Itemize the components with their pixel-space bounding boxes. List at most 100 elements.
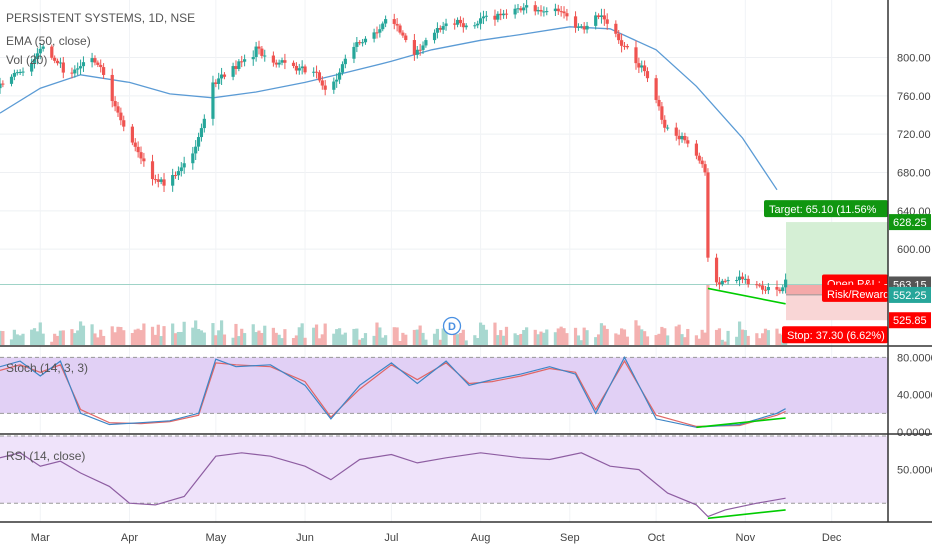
candle-body (735, 280, 739, 282)
risk-reward-label[interactable]: Risk/Reward (827, 289, 889, 301)
volume-bar (775, 328, 779, 345)
ema-line (0, 26, 778, 191)
candle-body (504, 13, 509, 15)
candle-body (484, 15, 488, 17)
volume-bar (381, 337, 385, 345)
candle-body (438, 28, 442, 30)
volume-bar (130, 333, 134, 345)
candle-body (645, 71, 650, 79)
stoch-legend[interactable]: Stoch (14, 3, 3) (6, 361, 88, 375)
candle-body (634, 47, 638, 64)
volume-bar (219, 320, 224, 345)
volume-bar (654, 335, 658, 345)
candle-body (21, 71, 25, 73)
candle-body (677, 135, 681, 140)
volume-bar (573, 327, 578, 345)
candle-body (139, 152, 143, 159)
candle-body (596, 15, 601, 18)
volume-bar (113, 332, 117, 345)
candle-body (260, 48, 264, 56)
volume-bar (142, 323, 146, 345)
volume-bar (478, 322, 483, 345)
candle-body (363, 38, 368, 43)
candle-body (116, 106, 120, 113)
candle-body (381, 23, 385, 30)
stoch-trendline[interactable] (696, 417, 786, 429)
candle-body (343, 58, 347, 65)
candle-body (15, 72, 19, 74)
candle-body (372, 32, 376, 39)
candle-body (219, 74, 224, 79)
volume-bar (214, 335, 218, 345)
candle-body (133, 142, 137, 147)
month-tick-label: Jul (384, 532, 398, 544)
rsi-axis[interactable]: 50.0000 (897, 465, 932, 477)
position-tool[interactable] (786, 222, 888, 321)
volume-bar (683, 337, 687, 345)
candle-body (493, 15, 497, 20)
volume-bar (96, 337, 100, 345)
candle-body (162, 179, 166, 186)
candle-body (455, 19, 460, 25)
candle-body (404, 35, 408, 41)
volume-bar (222, 334, 227, 345)
volume-bar (723, 341, 727, 345)
volume-bar (404, 334, 408, 345)
volume-bar (743, 330, 747, 345)
volume-bar (332, 333, 336, 345)
volume-bar (458, 332, 463, 345)
time-axis[interactable]: Mar Apr May Jun Jul Aug Sep Oct Nov Dec (31, 532, 842, 544)
symbol-title[interactable]: PERSISTENT SYSTEMS, 1D, NSE (6, 11, 195, 25)
rsi-pane[interactable]: 50.0000 (0, 435, 932, 520)
vol-legend[interactable]: Vol (20) (6, 53, 47, 67)
candle-body (122, 120, 126, 127)
candle-body (714, 257, 719, 283)
stop-label[interactable]: Stop: 37.30 (6.62%) (787, 330, 885, 342)
volume-bar (504, 326, 509, 345)
candle-body (473, 25, 477, 27)
rsi-legend[interactable]: RSI (14, close) (6, 449, 85, 463)
dividend-marker[interactable]: D (442, 316, 462, 336)
rsi-trendline[interactable] (707, 509, 786, 520)
candle-body (700, 160, 704, 165)
volume-bar (565, 333, 569, 345)
stoch-axis[interactable]: 0.0000 40.0000 80.0000 (897, 352, 932, 439)
volume-bar (191, 327, 195, 345)
risk-reward-label-bg (822, 284, 888, 302)
volume-bar (257, 330, 261, 345)
rsi-line (0, 452, 786, 518)
rsi-tick-label: 50.0000 (897, 465, 932, 477)
volume-bar (614, 333, 618, 345)
volume-bar (231, 337, 235, 345)
candle-body (171, 175, 175, 186)
candle-body (237, 61, 241, 69)
candle-body (332, 81, 336, 90)
candle-body (502, 13, 506, 16)
volume-bar (55, 335, 60, 345)
candle-body (277, 62, 281, 65)
candle-body (625, 45, 629, 48)
volume-bar (179, 331, 183, 345)
price-trendline[interactable] (707, 287, 786, 305)
stoch-k-line (0, 355, 786, 428)
candles (0, 0, 788, 297)
candle-body (401, 32, 405, 36)
volume-bar (9, 339, 14, 345)
ema-legend[interactable]: EMA (50, close) (6, 34, 91, 48)
candle-body (666, 127, 670, 129)
target-label[interactable]: Target: 65.10 (11.56% (769, 204, 877, 216)
volume-bar (243, 333, 247, 345)
candle-body (395, 23, 399, 26)
stoch-pane[interactable]: 0.0000 40.0000 80.0000 (0, 352, 932, 439)
candle-body (663, 119, 667, 128)
candle-body (176, 171, 181, 176)
month-tick-label: May (205, 532, 226, 544)
candle-body (553, 8, 558, 12)
candle-body (573, 16, 578, 28)
volume-bar (556, 328, 560, 345)
volume-bar (755, 333, 759, 345)
price-tick-label: 680.00 (897, 168, 931, 180)
